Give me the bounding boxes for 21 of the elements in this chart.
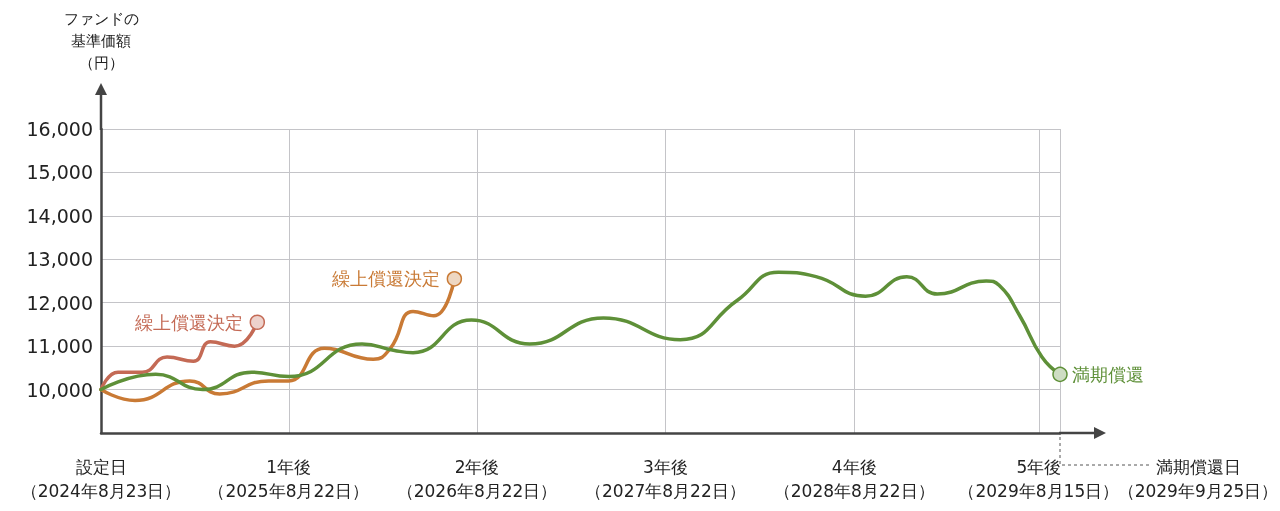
- y-axis-title: ファンドの基準価額（円）: [63, 10, 139, 72]
- x-tick-label: 3年後（2027年8月22日）: [585, 457, 746, 501]
- y-tick-label: 16,000: [26, 118, 93, 140]
- x-tick-label: 1年後（2025年8月22日）: [208, 457, 370, 501]
- text: 満期償還日（2029年9月25日）: [1117, 457, 1279, 501]
- y-tick-label: 10,000: [26, 378, 93, 401]
- x-tick-label: 2年後（2026年8月22日）: [396, 457, 558, 501]
- y-tick-label: 11,000: [26, 335, 93, 358]
- y-tick-label: 13,000: [26, 248, 93, 271]
- x-tick-label: 5年後（2029年8月15日）: [958, 457, 1120, 501]
- y-tick-label: 15,000: [26, 161, 93, 184]
- annotation: 繰上償還決定: [134, 311, 244, 333]
- x-tick-label: 設定日（2024年8月23日）: [20, 457, 182, 501]
- x-tick-label: 4年後（2028年8月22日）: [773, 457, 935, 501]
- annotation: 満期償還: [1072, 363, 1144, 385]
- point: [1052, 366, 1068, 383]
- annotation: 繰上償還決定: [331, 268, 441, 290]
- y-tick-label: 12,000: [26, 291, 93, 314]
- y-tick-label: 14,000: [26, 204, 93, 227]
- point: [446, 271, 463, 287]
- point: [249, 314, 266, 330]
